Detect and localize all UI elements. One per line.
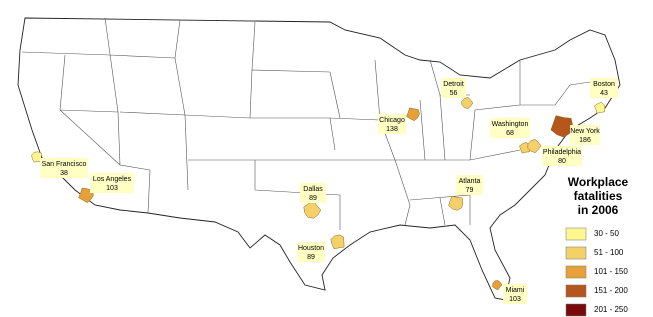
metro-area [550, 115, 574, 138]
legend-title: in 2006 [578, 203, 619, 217]
metro-area [461, 96, 474, 109]
legend-label: 51 - 100 [594, 248, 624, 257]
legend-swatch [565, 246, 587, 260]
city-name: Philadelphia [543, 149, 581, 156]
city-label-box [300, 183, 326, 203]
metro-area [519, 142, 530, 154]
legend-swatch [565, 284, 587, 298]
city-label-box [456, 175, 483, 195]
city-label-box [542, 146, 582, 166]
metro-area [594, 102, 606, 114]
city-name: Los Angeles [93, 176, 132, 183]
city-value: 138 [386, 126, 398, 133]
city-name: San Francisco [42, 161, 87, 168]
city-value: 79 [466, 187, 474, 194]
metro-area [448, 195, 464, 211]
city-value: 103 [509, 296, 521, 303]
metro-area [78, 187, 94, 204]
city-value: 89 [307, 254, 315, 261]
metro-area [330, 234, 345, 250]
city-value: 103 [106, 185, 118, 192]
city-value: 38 [60, 170, 68, 177]
legend-label: 151 - 200 [594, 286, 628, 295]
city-name: Washington [492, 121, 529, 128]
city-name: Detroit [443, 81, 464, 88]
city-name: Miami [506, 287, 525, 294]
state-lines [21, 17, 591, 230]
city-value: 68 [506, 130, 514, 137]
city-label-box [297, 242, 325, 262]
city-label-box [40, 158, 88, 178]
city-name: New York [570, 128, 600, 135]
legend-title: fatalities [574, 189, 623, 203]
city-value: 80 [558, 158, 566, 165]
city-name: Houston [298, 245, 324, 252]
legend-swatch [565, 265, 587, 279]
city-name: Dallas [303, 186, 323, 193]
metro-area [406, 107, 420, 121]
city-label-box [570, 125, 600, 145]
metro-area [527, 139, 542, 153]
metro-area [31, 151, 42, 163]
legend-swatch [565, 227, 587, 241]
city-label-box [90, 173, 134, 193]
us-outline [17, 17, 621, 301]
city-label-box [441, 78, 466, 98]
metro-area [492, 280, 503, 291]
city-label-box [378, 114, 406, 134]
city-value: 43 [600, 90, 608, 97]
city-value: 56 [450, 90, 458, 97]
legend-label: 30 - 50 [594, 229, 619, 238]
metro-area [303, 200, 322, 219]
city-label-box [490, 118, 530, 138]
legend-swatch [565, 303, 587, 317]
legend-label: 101 - 150 [594, 267, 628, 276]
city-label-box [590, 78, 618, 98]
city-name: Atlanta [459, 178, 481, 185]
city-name: Boston [593, 81, 615, 88]
legend-label: 201 - 250 [594, 305, 628, 314]
city-name: Chicago [379, 117, 405, 124]
city-value: 186 [579, 137, 591, 144]
city-label-box [503, 284, 527, 304]
legend-title: Workplace [568, 175, 629, 189]
city-value: 89 [309, 195, 317, 202]
